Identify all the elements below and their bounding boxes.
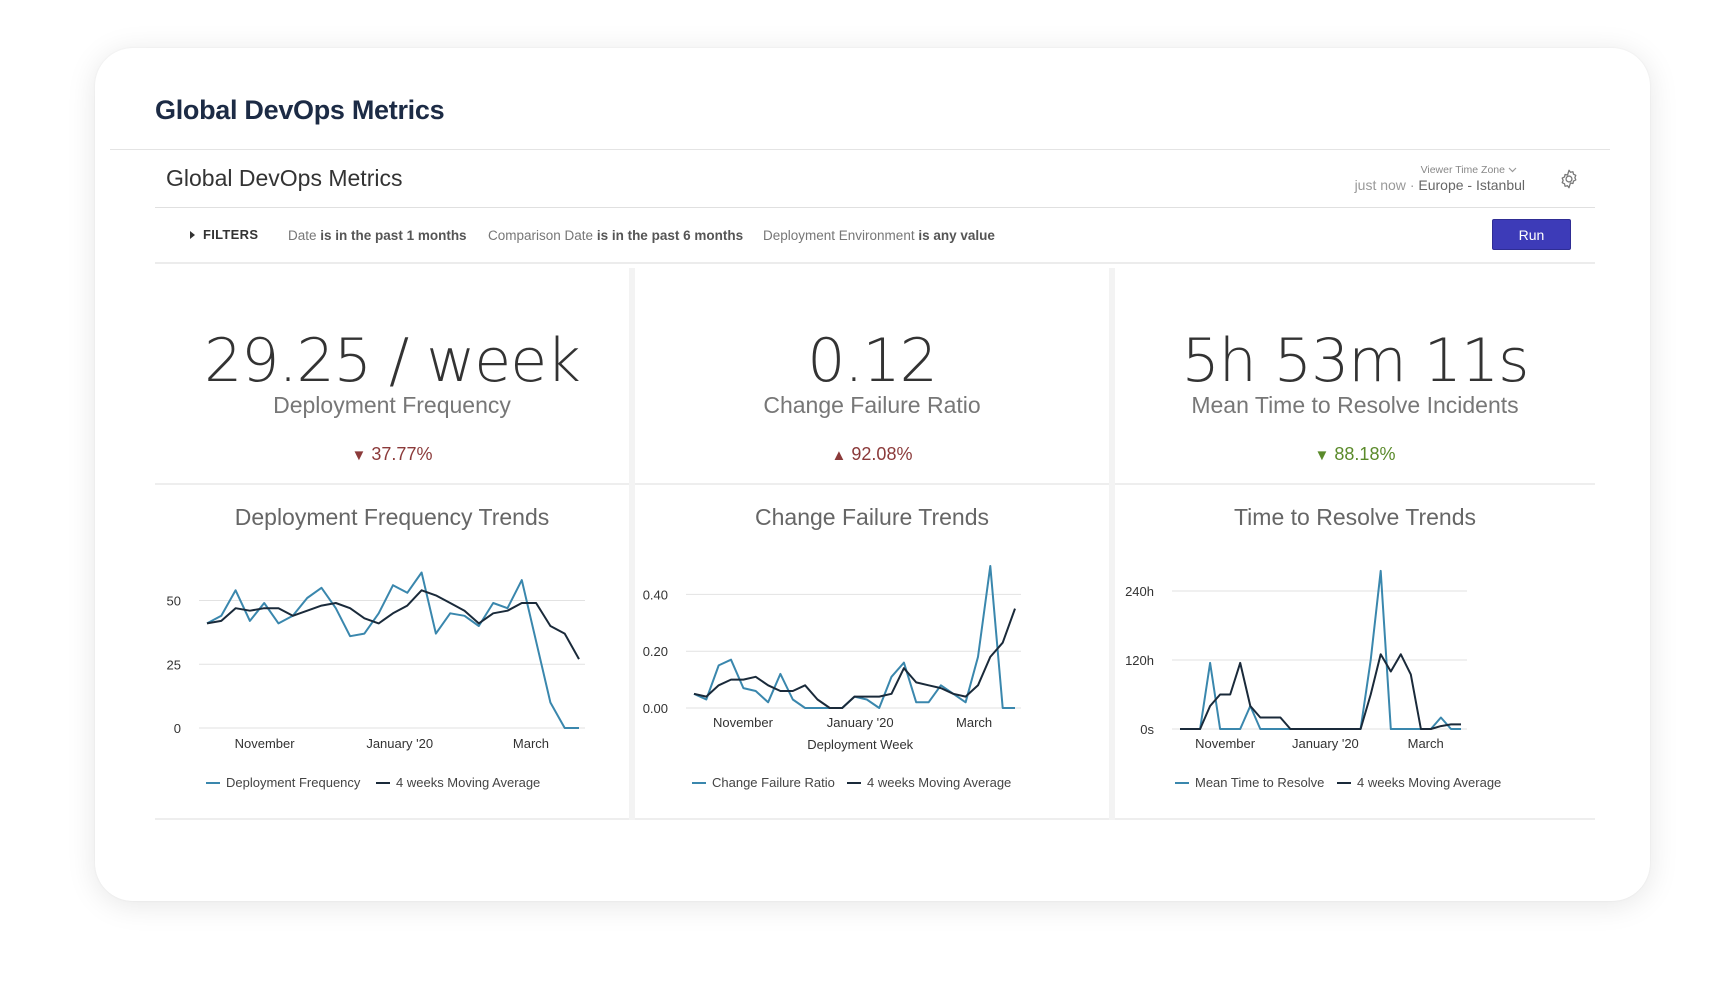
filter-condition: is in the past 1 months — [320, 228, 467, 243]
y-tick-label: 50 — [167, 594, 181, 609]
x-axis-label: Deployment Week — [807, 737, 913, 752]
kpi-value: 5h 53m 11s — [1181, 326, 1530, 396]
kpi-change-value: 88.18% — [1334, 444, 1396, 464]
arrow-down-icon: ▼ — [1314, 447, 1330, 464]
last-refreshed: just now — [1354, 177, 1406, 193]
y-tick-label: 0.40 — [643, 587, 668, 602]
gear-icon[interactable] — [1558, 168, 1580, 190]
x-tick-label: January '20 — [1292, 736, 1359, 751]
filter-field: Comparison Date — [488, 228, 594, 243]
x-tick-label: January '20 — [827, 715, 894, 730]
series-line — [206, 589, 580, 660]
kpi-label: Change Failure Ratio — [763, 392, 981, 418]
chart-tile-time-to-resolve: Time to Resolve Trends 0s 120h 240h Novembe… — [1115, 490, 1595, 820]
chart-tile-deployment-frequency: Deployment Frequency Trends 0 25 50 Novembe… — [155, 490, 629, 820]
x-tick-label: March — [513, 736, 549, 751]
chart-title: Change Failure Trends — [755, 504, 989, 530]
series-line — [1180, 569, 1461, 730]
x-tick-label: March — [956, 715, 992, 730]
legend-label[interactable]: 4 weeks Moving Average — [396, 775, 540, 790]
time-to-resolve-chart: 0s 120h 240h November January '20 March Mean T… — [1125, 569, 1501, 790]
kpi-label: Deployment Frequency — [273, 392, 511, 418]
filter-condition: is in the past 6 months — [596, 228, 744, 243]
change-failure-chart: 0.00 0.20 0.40 November January '20 March Depl… — [643, 565, 1021, 790]
legend-label[interactable]: Mean Time to Resolve — [1195, 775, 1324, 790]
timezone-selector[interactable]: Viewer Time Zone just now · Europe - Ist… — [1355, 164, 1525, 193]
filter-date[interactable]: Date is in the past 1 months — [288, 228, 467, 243]
kpi-tile-deployment-frequency: 29.25 / week Deployment Frequency ▼ 37.7… — [155, 268, 629, 485]
kpi-tile-mean-time-to-resolve: 5h 53m 11s Mean Time to Resolve Incident… — [1115, 268, 1595, 485]
page-title: Global DevOps Metrics — [155, 95, 445, 125]
kpi-tile-change-failure-ratio: 0.12 Change Failure Ratio ▲ 92.08% — [635, 268, 1109, 485]
deployment-frequency-chart: 0 25 50 November January '20 March Deployment … — [167, 571, 585, 790]
column-divider — [1109, 268, 1115, 820]
kpi-change: ▼ 37.77% — [155, 444, 629, 465]
column-divider — [629, 268, 635, 820]
arrow-up-icon: ▲ — [831, 447, 847, 464]
x-tick-label: November — [235, 736, 296, 751]
legend-label[interactable]: Deployment Frequency — [226, 775, 361, 790]
run-button[interactable]: Run — [1492, 219, 1571, 250]
filter-condition: is any value — [918, 228, 995, 243]
kpi-value: 29.25 / week — [204, 326, 581, 396]
x-tick-label: November — [1195, 736, 1256, 751]
filter-comparison-date[interactable]: Comparison Date is in the past 6 months — [488, 228, 743, 243]
timezone-value: Europe - Istanbul — [1418, 177, 1525, 193]
kpi-change: ▲ 92.08% — [635, 444, 1109, 465]
dashboard-header: Global DevOps Metrics Viewer Time Zone j… — [155, 150, 1595, 208]
filter-bar: FILTERS Date is in the past 1 months Com… — [155, 209, 1595, 264]
filter-deployment-environment[interactable]: Deployment Environment is any value — [763, 228, 995, 243]
timezone-label: Viewer Time Zone — [1420, 164, 1505, 176]
legend-label[interactable]: 4 weeks Moving Average — [867, 775, 1011, 790]
x-tick-label: March — [1408, 736, 1444, 751]
separator-dot: · — [1409, 177, 1415, 193]
chevron-down-icon — [1508, 167, 1517, 173]
filters-toggle[interactable]: FILTERS — [190, 227, 258, 242]
x-tick-label: January '20 — [366, 736, 433, 751]
y-tick-label: 120h — [1125, 653, 1154, 668]
y-tick-label: 0.20 — [643, 644, 668, 659]
legend-label[interactable]: Change Failure Ratio — [712, 775, 835, 790]
dashboard-title: Global DevOps Metrics — [166, 165, 403, 191]
kpi-change-value: 37.77% — [371, 444, 433, 464]
kpi-value: 0.12 — [807, 326, 938, 396]
filter-field: Deployment Environment — [763, 228, 915, 243]
chart-title: Time to Resolve Trends — [1233, 504, 1477, 530]
series-line — [206, 571, 579, 729]
filter-field: Date — [288, 228, 317, 243]
legend-label[interactable]: 4 weeks Moving Average — [1357, 775, 1501, 790]
arrow-down-icon: ▼ — [351, 447, 367, 464]
filters-label: FILTERS — [203, 227, 259, 242]
series-line — [1180, 653, 1461, 730]
chart-title: Deployment Frequency Trends — [234, 504, 550, 530]
kpi-change: ▼ 88.18% — [1115, 444, 1595, 465]
y-tick-label: 0s — [1140, 722, 1154, 737]
x-tick-label: November — [713, 715, 774, 730]
caret-right-icon — [190, 230, 195, 239]
title-divider — [110, 149, 1610, 150]
kpi-change-value: 92.08% — [851, 444, 913, 464]
y-tick-label: 240h — [1125, 584, 1154, 599]
y-tick-label: 0 — [174, 721, 181, 736]
chart-tile-change-failure: Change Failure Trends 0.00 0.20 0.40 Novemb… — [635, 490, 1109, 820]
y-tick-label: 25 — [167, 657, 181, 672]
series-line — [693, 608, 1016, 709]
series-line — [693, 565, 1015, 709]
y-tick-label: 0.00 — [643, 701, 668, 716]
kpi-label: Mean Time to Resolve Incidents — [1191, 392, 1519, 418]
